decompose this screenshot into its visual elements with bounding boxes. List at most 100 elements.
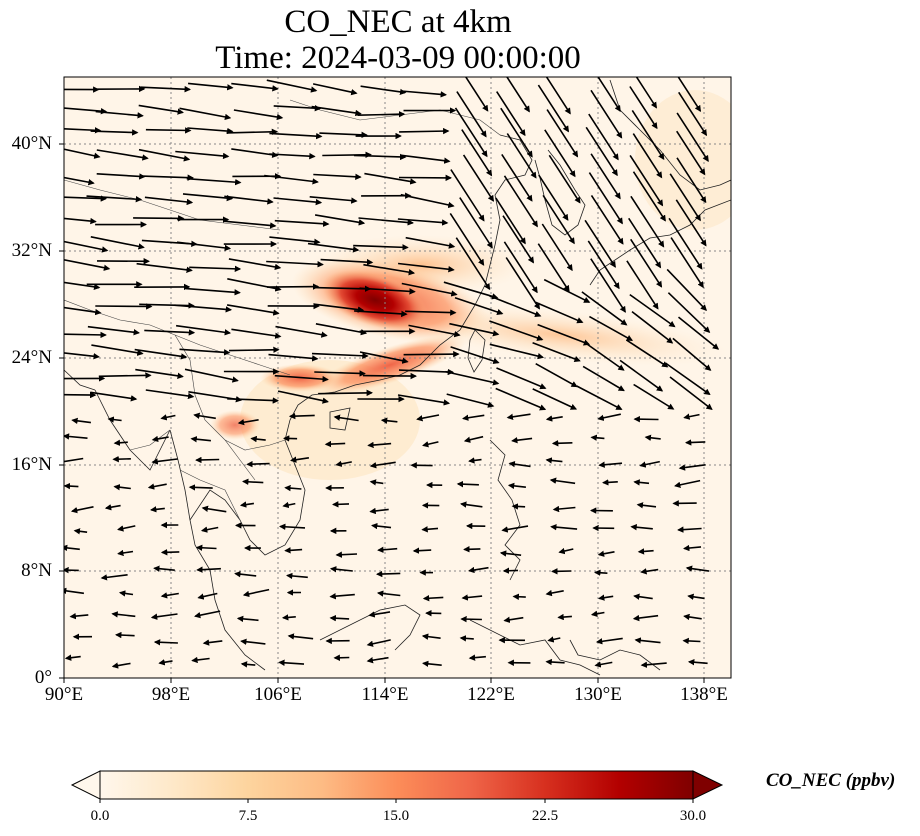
wind-vector <box>118 590 134 597</box>
wind-vector <box>113 439 128 446</box>
wind-vector <box>90 391 138 402</box>
x-tick-label: 106°E <box>254 684 302 705</box>
wind-vector <box>532 388 578 410</box>
wind-vector <box>631 109 665 160</box>
wind-vector <box>459 635 474 642</box>
wind-vector <box>175 150 230 160</box>
wind-vector <box>405 236 456 249</box>
wind-vector <box>684 439 706 446</box>
y-tick-label: 8°N <box>21 560 52 581</box>
wind-vector <box>333 414 359 422</box>
wind-vector <box>594 661 613 668</box>
wind-vector <box>449 322 500 337</box>
wind-vector <box>64 482 79 490</box>
wind-vector <box>324 440 346 448</box>
wind-vector <box>672 337 712 371</box>
wind-vector <box>468 566 489 574</box>
wind-vector <box>468 654 486 661</box>
wind-vector <box>237 419 259 426</box>
wind-vector <box>602 479 618 486</box>
wind-vector <box>64 306 102 316</box>
wind-vector <box>376 590 401 597</box>
wind-vector <box>538 174 569 221</box>
wind-vector <box>64 281 101 291</box>
wind-vector <box>273 197 323 206</box>
wind-vector <box>632 614 659 622</box>
wind-vector <box>506 77 530 113</box>
wind-vector <box>450 346 500 365</box>
wind-vector <box>104 504 121 511</box>
wind-vector <box>677 526 702 533</box>
wind-vector <box>464 77 489 112</box>
wind-vector <box>329 566 353 573</box>
wind-vector <box>371 522 392 530</box>
wind-vector <box>117 549 134 557</box>
colorbar-label: CO_NEC (ppbv) <box>766 770 896 791</box>
wind-vector <box>597 413 621 421</box>
wind-vector <box>153 639 178 646</box>
wind-vector <box>117 525 136 532</box>
wind-vector <box>64 107 108 115</box>
wind-vector <box>499 550 522 557</box>
wind-vector <box>460 615 482 623</box>
wind-vector <box>669 173 701 222</box>
coastlines <box>64 79 731 676</box>
wind-vector <box>422 595 444 602</box>
wind-vector <box>160 592 179 599</box>
wind-vector-field <box>64 77 720 669</box>
wind-vector <box>584 219 616 268</box>
wind-vector <box>311 105 362 117</box>
wind-vector <box>422 660 442 668</box>
wind-vector <box>87 325 140 336</box>
wind-vector <box>266 79 318 93</box>
wind-vector <box>670 237 704 289</box>
wind-vector <box>144 196 194 206</box>
wind-vector <box>246 460 270 468</box>
wind-vector <box>598 594 614 601</box>
wind-vector <box>507 482 526 490</box>
wind-vector <box>626 260 659 310</box>
wind-vector <box>633 383 675 410</box>
wind-vector <box>193 412 216 420</box>
wind-vector <box>242 588 270 598</box>
wind-vector <box>637 548 654 555</box>
wind-vector <box>461 129 493 177</box>
map-title-line-1: CO_NEC at 4km <box>284 4 512 40</box>
wind-vector <box>545 415 563 422</box>
wind-vector <box>223 220 277 229</box>
wind-vector <box>489 343 545 360</box>
y-tick-label: 16°N <box>11 454 52 475</box>
wind-vector <box>286 572 308 580</box>
wind-vector <box>683 544 702 552</box>
wind-vector <box>582 365 625 392</box>
wind-vector <box>111 611 136 618</box>
wind-vector <box>274 219 330 227</box>
wind-vector <box>358 217 414 226</box>
wind-vector <box>633 593 653 600</box>
wind-vector <box>635 77 657 109</box>
wind-vector <box>401 154 451 164</box>
wind-vector <box>366 656 389 664</box>
wind-vector <box>369 461 396 469</box>
wind-vector <box>236 615 259 623</box>
x-tick-label: 130°E <box>574 684 622 705</box>
wind-vector <box>543 278 591 303</box>
wind-vector <box>234 570 257 578</box>
wind-vector <box>231 328 282 339</box>
wind-vector <box>685 565 710 572</box>
wind-vector <box>228 258 282 271</box>
wind-vector <box>506 133 537 179</box>
wind-vector <box>535 363 578 388</box>
wind-vector <box>279 523 306 530</box>
wind-vector <box>416 414 440 422</box>
wind-vector <box>158 659 173 666</box>
wind-vector <box>459 197 493 249</box>
wind-vector <box>584 341 625 371</box>
wind-vector <box>179 348 231 356</box>
wind-vector <box>552 505 576 513</box>
wind-vector <box>687 593 705 600</box>
wind-vector <box>503 175 538 228</box>
wind-vector <box>309 196 358 204</box>
wind-vector <box>501 525 529 533</box>
wind-vector <box>590 258 626 313</box>
